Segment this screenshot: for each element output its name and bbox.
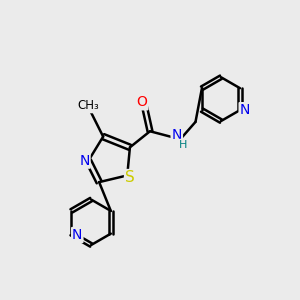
Text: O: O xyxy=(136,95,147,110)
Text: H: H xyxy=(179,140,188,150)
Text: CH₃: CH₃ xyxy=(77,99,99,112)
Text: N: N xyxy=(172,128,182,142)
Text: N: N xyxy=(79,154,90,168)
Text: N: N xyxy=(240,103,250,117)
Text: S: S xyxy=(125,170,135,185)
Text: N: N xyxy=(72,228,83,242)
